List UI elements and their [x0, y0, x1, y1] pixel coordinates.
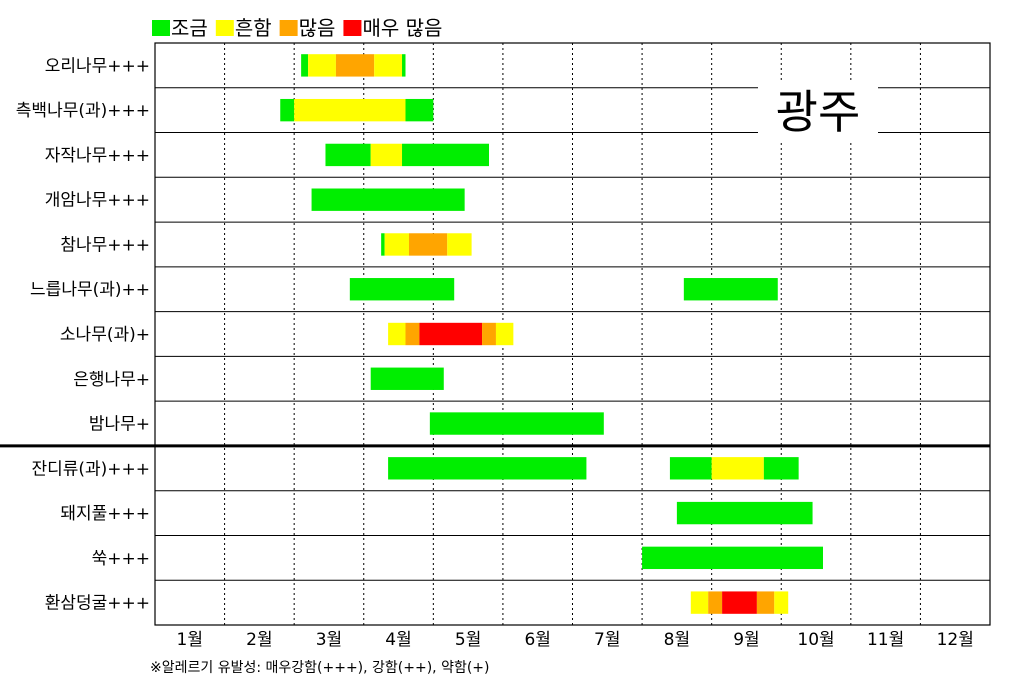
grid-lines	[224, 43, 921, 625]
title-box: 광주	[758, 80, 878, 142]
row-label: 소나무(과)+	[60, 325, 150, 345]
bar-segment-low	[402, 143, 489, 167]
row-labels: 오리나무+++ 측백나무(과)+++ 자작나무+++ 개암나무+++ 참나무+++ 느릅나…	[16, 56, 150, 613]
x-tick-label: 3월	[316, 630, 342, 650]
bar-segment-low	[763, 457, 799, 480]
x-tick-label: 9월	[733, 630, 759, 650]
bar-segment-low	[381, 233, 385, 256]
bar-segment-low	[301, 54, 309, 77]
row-label: 개암나무+++	[45, 191, 150, 211]
x-tick-label: 11월	[867, 630, 904, 650]
x-tick-label: 1월	[177, 630, 203, 650]
bar-segment-many	[756, 591, 775, 614]
bar-segment-low	[402, 54, 406, 77]
bar-segment-low	[349, 278, 455, 301]
row-separators	[0, 87, 990, 581]
footnote: ※알레르기 유발성: 매우강함(+++), 강함(++), 약함(+)	[150, 660, 490, 676]
row-label: 느릅나무(과)++	[30, 280, 150, 300]
bar-segment-common	[774, 591, 789, 614]
bar-segment-many	[408, 233, 448, 256]
row-label: 환삼덩굴+++	[45, 594, 150, 614]
bar-segment-low	[280, 98, 295, 122]
legend-swatch-very_many	[343, 20, 362, 36]
plot-area: 광주	[0, 42, 991, 626]
bar-segment-common	[447, 233, 472, 256]
bar-segment-low	[683, 278, 778, 301]
row-label: 자작나무+++	[45, 146, 150, 166]
bar-segment-many	[482, 322, 496, 346]
bars	[280, 54, 823, 614]
legend-swatch-common	[215, 20, 234, 36]
title-background	[758, 80, 878, 142]
legend-label-low: 조금	[171, 16, 208, 40]
bar-segment-low	[370, 367, 444, 390]
bar-segment-low	[642, 546, 823, 570]
bar-segment-low	[405, 98, 434, 122]
x-tick-label: 8월	[664, 630, 690, 650]
chart-title: 광주	[776, 85, 861, 139]
x-tick-label: 2월	[246, 630, 272, 650]
bar-segment-common	[388, 322, 406, 346]
legend: 조금 흔함 많음 매우 많음	[152, 16, 442, 40]
bar-segment-common	[384, 233, 409, 256]
bar-segment-many	[335, 54, 375, 77]
bar-segment-low	[676, 501, 813, 525]
bar-segment-common	[294, 98, 406, 122]
x-tick-labels: 1월 2월 3월 4월 5월 6월 7월 8월 9월 10월 11월 12월	[177, 630, 974, 650]
bar-segment-low	[669, 457, 712, 480]
bar-segment-many	[708, 591, 723, 614]
bar-segment-common	[308, 54, 336, 77]
row-label: 오리나무+++	[45, 56, 150, 76]
bar-segment-low	[311, 188, 465, 211]
x-tick-label: 4월	[385, 630, 411, 650]
bar-segment-low	[429, 412, 604, 435]
row-label: 밤나무+	[89, 415, 150, 435]
x-tick-label: 7월	[594, 630, 620, 650]
legend-label-common: 흔함	[235, 16, 272, 40]
bar-segment-common	[374, 54, 403, 77]
x-tick-label: 6월	[524, 630, 550, 650]
bar-segment-common	[495, 322, 514, 346]
row-label: 돼지풀+++	[60, 504, 150, 524]
legend-swatch-low	[152, 20, 170, 36]
legend-label-very_many: 매우 많음	[362, 16, 442, 40]
row-label: 쑥+++	[92, 549, 150, 569]
x-tick-label: 12월	[937, 630, 974, 650]
bar-segment-low	[388, 457, 587, 480]
bar-segment-many	[405, 322, 420, 346]
row-label: 참나무+++	[60, 235, 150, 255]
legend-swatch-many	[279, 20, 298, 36]
bar-segment-very_many	[722, 591, 757, 614]
x-tick-label: 10월	[797, 630, 834, 650]
bar-segment-low	[325, 143, 371, 167]
row-label: 은행나무+	[73, 370, 150, 390]
row-label: 잔디류(과)+++	[31, 459, 150, 479]
row-label: 측백나무(과)+++	[16, 101, 150, 121]
bar-segment-common	[690, 591, 709, 614]
bar-segment-common	[711, 457, 764, 480]
bar-segment-common	[370, 143, 403, 167]
bar-segment-very_many	[419, 322, 483, 346]
legend-label-many: 많음	[299, 16, 336, 40]
x-tick-label: 5월	[455, 630, 481, 650]
